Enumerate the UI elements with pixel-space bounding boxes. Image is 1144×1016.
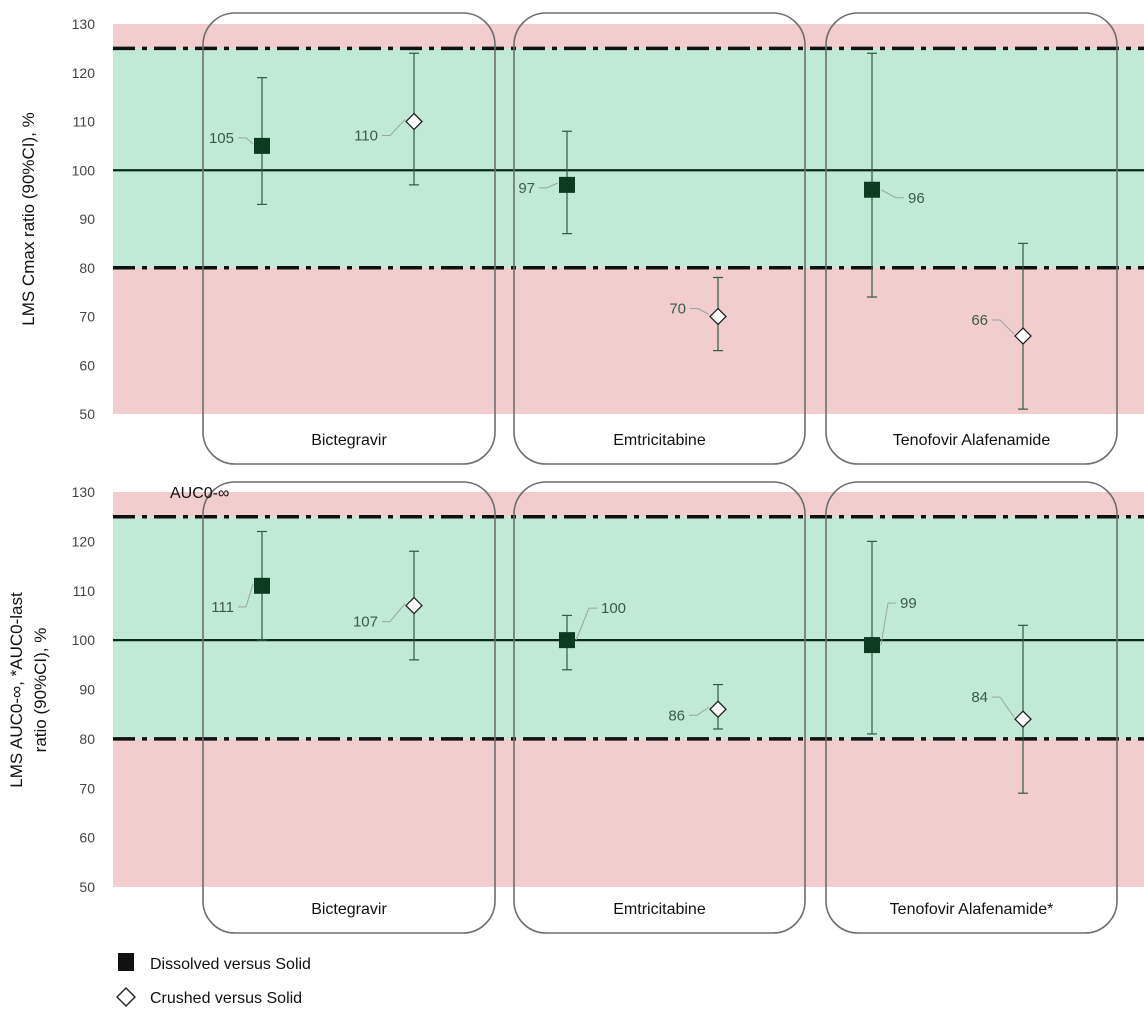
label-leader [382,603,406,623]
y-tick-label: 80 [79,731,95,747]
y-tick-label: 130 [72,484,96,500]
y-axis-title: LMS Cmax ratio (90%CI), % [19,112,38,326]
data-label: 100 [601,600,626,617]
y-tick-label: 110 [73,583,96,599]
y-tick-label: 50 [79,879,95,895]
label-leader [880,189,904,199]
legend-label: Dissolved versus Solid [150,956,311,973]
dissolved-marker [559,632,575,649]
category-label: Bictegravir [311,432,387,449]
category-box [513,481,806,934]
category-label: Emtricitabine [613,432,706,449]
crushed-marker [405,596,423,615]
fail-zone-upper [113,492,1144,517]
category-box [825,481,1118,934]
y-tick-label: 110 [73,114,96,130]
y-tick-label: 100 [72,632,96,648]
dissolved-marker [864,637,880,654]
data-label: 111 [211,599,234,616]
data-label: 99 [900,595,917,612]
y-tick-label: 60 [79,830,95,846]
category-box [825,12,1118,465]
dissolved-marker [559,176,575,193]
y-axis-title-line2: ratio (90%CI), % [31,628,50,753]
legend-square-marker [118,953,134,971]
y-tick-label: 70 [79,780,95,796]
fail-zone-upper [113,24,1144,49]
data-label: 105 [209,130,234,147]
data-label: 97 [518,180,535,197]
data-label: 110 [354,128,378,145]
y-tick-label: 130 [72,16,96,32]
pass-zone [113,48,1144,268]
category-label: Tenofovir Alafenamide [893,432,1051,449]
category-label: Emtricitabine [613,901,706,918]
label-leader [575,607,597,641]
dissolved-marker [254,137,270,154]
label-leader [689,706,710,716]
y-tick-label: 60 [79,357,95,373]
label-leader [992,319,1015,335]
panel-cmax: 50 60 70 80 90 100 110 120 130 Bictegravir Emtrici… [19,12,1144,465]
legend-label: Crushed versus Solid [150,990,302,1007]
y-tick-label: 120 [72,65,96,81]
data-label: 86 [668,707,685,724]
y-tick-label: 90 [79,682,95,698]
label-leader [880,602,896,646]
dissolved-marker [864,181,880,198]
y-axis-title-line1: LMS AUC0-∞, *AUC0-last [7,592,26,788]
category-label: Tenofovir Alafenamide* [890,901,1054,918]
dissolved-marker [254,577,270,594]
crushed-marker [1014,710,1032,729]
fail-zone-lower [113,738,1144,887]
panel-auc: 50 60 70 80 90 100 110 120 130 Bictegravir Emtrici… [7,481,1144,934]
label-leader [539,182,559,189]
data-label: 70 [669,301,686,318]
data-label: 66 [971,312,988,329]
crushed-marker [1014,327,1032,345]
data-label: 84 [971,689,988,706]
crushed-marker [405,112,423,131]
y-tick-label: 100 [72,162,96,178]
data-label: 107 [353,614,378,631]
legend-diamond-marker [116,987,136,1007]
panel-title: AUC0-∞ [170,485,229,502]
crushed-marker [709,700,727,719]
label-leader [992,696,1015,718]
label-leader [382,119,406,136]
y-tick-label: 120 [72,533,96,549]
label-leader [690,308,710,315]
pass-zone [113,516,1144,739]
category-box [202,481,496,934]
y-tick-label: 80 [79,260,95,276]
y-tick-label: 90 [79,211,95,227]
label-leader [238,137,254,145]
crushed-marker [709,307,727,326]
category-box [513,12,806,465]
category-label: Bictegravir [311,901,387,918]
category-box [202,12,496,465]
data-label: 96 [908,190,925,207]
legend: Dissolved versus Solid Crushed versus Sol… [116,953,311,1007]
label-leader [238,583,254,608]
y-tick-label: 70 [79,309,95,325]
fail-zone-lower [113,267,1144,414]
y-tick-label: 50 [79,406,95,422]
